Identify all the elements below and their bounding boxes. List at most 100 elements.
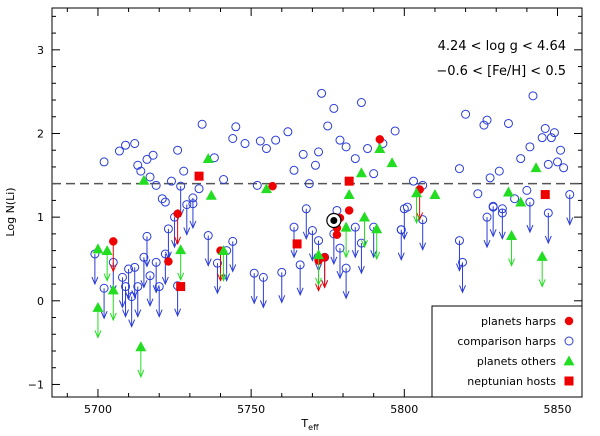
upper-limit-point	[301, 204, 311, 241]
comparison-harps-point	[197, 119, 207, 129]
upper-limit-point	[182, 200, 192, 236]
comparison-harps-point-limit	[139, 252, 149, 262]
data-point	[130, 139, 140, 149]
upper-limit-arrow-head	[361, 239, 368, 249]
upper-limit-arrow-head	[308, 253, 316, 262]
comparison-harps-point-limit	[356, 238, 366, 248]
planets-others-point-limit	[92, 301, 104, 312]
upper-limit-arrow-head	[100, 311, 108, 320]
data-point	[160, 197, 170, 207]
data-point	[363, 144, 373, 154]
upper-limit-arrow-head	[204, 258, 212, 267]
data-point	[231, 122, 241, 132]
upper-limit-point	[488, 201, 498, 238]
upper-limit-arrow-head	[278, 295, 286, 304]
upper-limit-arrow-head	[489, 229, 497, 238]
upper-limit-point	[295, 260, 305, 297]
upper-limit-arrow-head	[397, 252, 405, 261]
upper-limit-arrow-head	[259, 300, 267, 309]
comparison-harps-point-limit	[117, 272, 127, 282]
data-point	[298, 149, 308, 159]
upper-limit-arrow-head	[161, 276, 169, 286]
comparison-harps-point	[298, 149, 308, 159]
sun-marker	[326, 212, 342, 229]
comparison-harps-point-limit	[176, 181, 186, 191]
data-point	[304, 179, 314, 189]
upper-limit-arrow-head	[122, 309, 129, 318]
upper-limit-arrow-head	[140, 280, 148, 289]
upper-limit-point	[482, 212, 492, 249]
comparison-harps-point	[252, 180, 262, 190]
upper-limit-arrow-head	[146, 298, 154, 307]
data-point	[556, 145, 566, 155]
comparison-harps-point	[310, 160, 320, 170]
planets-others-point-limit	[107, 284, 119, 295]
upper-limit-point	[127, 292, 137, 328]
planets-others-point-limit	[218, 245, 230, 256]
comparison-harps-point	[219, 174, 229, 184]
comparison-harps-point	[160, 197, 170, 207]
comparison-harps-point	[255, 136, 265, 146]
comparison-harps-point	[194, 184, 204, 194]
upper-limit-point	[497, 204, 507, 241]
comparison-harps-point-limit	[314, 236, 324, 246]
data-point	[344, 206, 354, 215]
data-point	[335, 135, 345, 145]
upper-limit-point	[506, 230, 518, 267]
upper-limit-point	[258, 272, 268, 309]
upper-limit-arrow-head	[94, 330, 102, 339]
data-points-layer	[90, 88, 575, 379]
legend-label: neptunian hosts	[467, 375, 556, 388]
upper-limit-arrow-head	[119, 300, 126, 309]
data-point	[205, 189, 217, 200]
data-point	[289, 165, 299, 175]
comparison-harps-point	[151, 180, 161, 190]
comparison-harps-point-limit	[127, 292, 137, 302]
comparison-harps-point	[179, 166, 189, 176]
legend-marker	[563, 355, 575, 366]
data-point	[510, 194, 520, 204]
data-point	[350, 154, 360, 164]
planets-harps-point	[344, 206, 354, 215]
data-point	[194, 184, 204, 194]
x-axis-label-sub: eff	[308, 423, 319, 432]
upper-limit-arrow-head	[131, 290, 139, 299]
comparison-harps-point	[145, 172, 155, 182]
upper-limit-point	[139, 252, 149, 289]
y-axis-label: Log N(Li)	[4, 187, 17, 236]
comparison-harps-point	[409, 176, 419, 186]
data-point	[454, 164, 464, 174]
comparison-harps-point	[271, 135, 281, 145]
planets-others-point-limit	[101, 245, 113, 256]
upper-limit-point	[133, 282, 143, 318]
comparison-harps-point	[228, 134, 238, 144]
comparison-harps-point	[283, 127, 293, 137]
upper-limit-arrow-head	[342, 249, 350, 259]
comparison-harps-point-limit	[258, 272, 268, 282]
upper-limit-point	[340, 221, 352, 259]
x-axis-label-main: T	[300, 417, 308, 430]
data-point	[271, 135, 281, 145]
upper-limit-point	[411, 187, 423, 225]
data-point	[166, 176, 176, 186]
data-point	[546, 133, 556, 143]
data-point	[390, 126, 400, 136]
data-point	[409, 176, 419, 186]
comparison-harps-point	[329, 103, 339, 113]
data-point	[142, 154, 152, 164]
comparison-harps-point	[317, 88, 327, 98]
neptunian-hosts-point	[194, 171, 204, 181]
comparison-harps-point	[335, 135, 345, 145]
comparison-harps-point	[148, 150, 158, 160]
planets-others-point	[355, 167, 367, 178]
comparison-harps-point-limit	[454, 236, 464, 246]
data-point	[202, 153, 214, 163]
neptunian-hosts-point	[344, 176, 354, 186]
legend: planets harps comparison harps planets oth…	[431, 305, 583, 398]
comparison-harps-point	[556, 145, 566, 155]
logg-annotation: 4.24 < log g < 4.64	[438, 39, 566, 54]
comparison-harps-point	[341, 142, 351, 152]
planets-others-point-limit	[135, 341, 147, 352]
data-point	[173, 145, 183, 155]
upper-limit-arrow-head	[174, 308, 182, 318]
